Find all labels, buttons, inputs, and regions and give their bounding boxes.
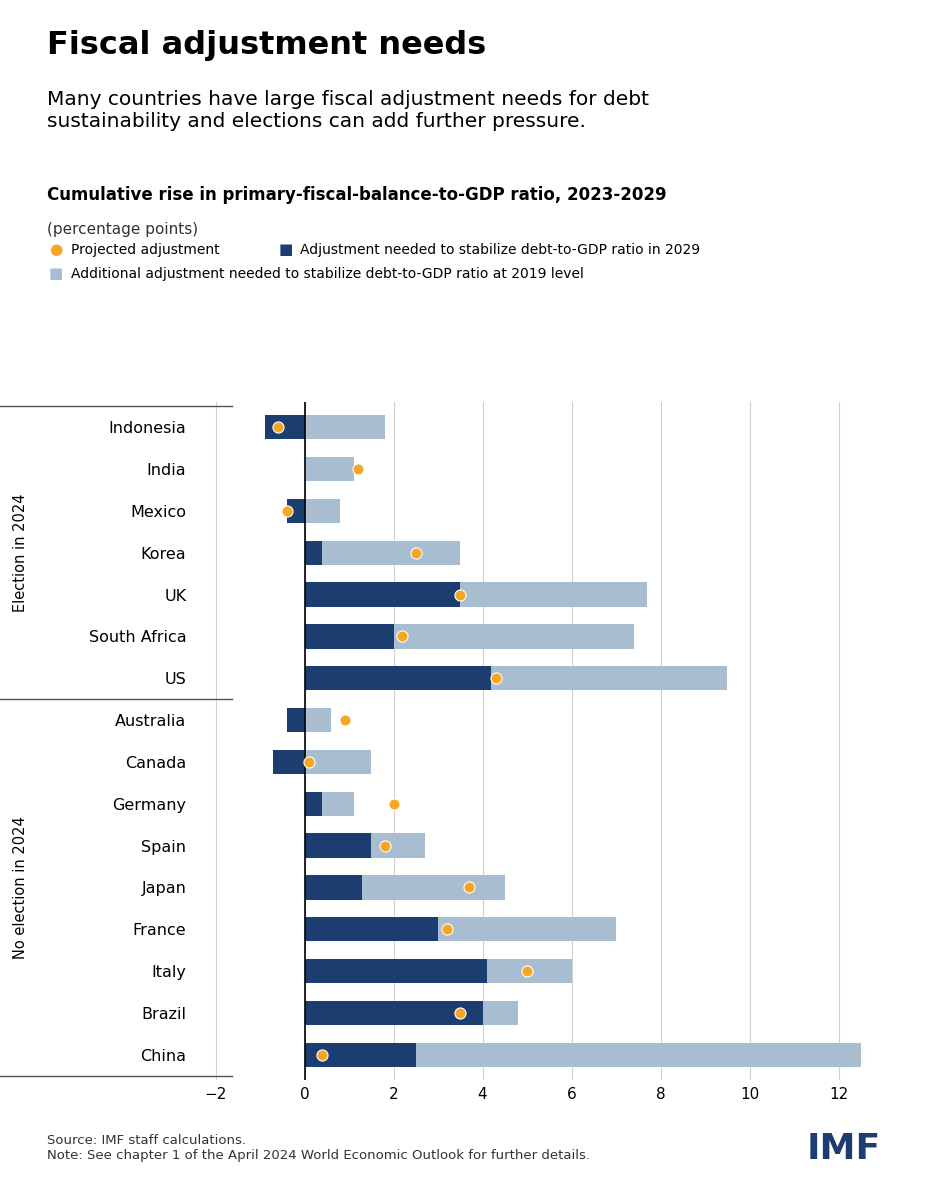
Bar (305, 582, 460, 607)
Text: ●: ● (49, 242, 62, 257)
Text: ■: ■ (49, 266, 63, 281)
Bar (393, 624, 634, 648)
Bar (287, 499, 305, 523)
Bar (438, 917, 616, 942)
Bar (305, 792, 323, 816)
Text: Election in 2024: Election in 2024 (13, 493, 28, 612)
Bar (264, 415, 305, 439)
Bar (305, 750, 372, 774)
Bar (491, 666, 727, 690)
Text: IMF: IMF (806, 1133, 881, 1166)
Bar (305, 959, 487, 983)
Bar (323, 792, 354, 816)
Bar (460, 582, 647, 607)
Bar (305, 540, 323, 565)
Bar (305, 875, 362, 900)
Text: (percentage points): (percentage points) (47, 222, 198, 238)
Bar (305, 666, 491, 690)
Text: Additional adjustment needed to stabilize debt-to-GDP ratio at 2019 level: Additional adjustment needed to stabiliz… (71, 266, 584, 281)
Bar (362, 875, 505, 900)
Text: Projected adjustment: Projected adjustment (71, 242, 220, 257)
Text: Source: IMF staff calculations.
Note: See chapter 1 of the April 2024 World Econ: Source: IMF staff calculations. Note: Se… (47, 1134, 590, 1162)
Bar (416, 1043, 861, 1067)
Bar (305, 1043, 416, 1067)
Bar (323, 540, 460, 565)
Text: No election in 2024: No election in 2024 (13, 816, 28, 959)
Bar (305, 624, 393, 648)
Bar (287, 708, 305, 732)
Bar (305, 457, 354, 481)
Text: Adjustment needed to stabilize debt-to-GDP ratio in 2029: Adjustment needed to stabilize debt-to-G… (300, 242, 700, 257)
Text: Many countries have large fiscal adjustment needs for debt
sustainability and el: Many countries have large fiscal adjustm… (47, 90, 649, 131)
Bar (305, 708, 331, 732)
Bar (305, 834, 372, 858)
Bar (305, 415, 385, 439)
Bar (305, 499, 340, 523)
Bar (487, 959, 571, 983)
Bar (305, 917, 438, 942)
Bar (483, 1001, 518, 1025)
Text: Fiscal adjustment needs: Fiscal adjustment needs (47, 30, 487, 61)
Bar (372, 834, 424, 858)
Text: Cumulative rise in primary-fiscal-balance-to-GDP ratio, 2023-2029: Cumulative rise in primary-fiscal-balanc… (47, 186, 667, 204)
Bar (305, 1001, 483, 1025)
Text: ■: ■ (278, 242, 292, 257)
Bar (273, 750, 305, 774)
